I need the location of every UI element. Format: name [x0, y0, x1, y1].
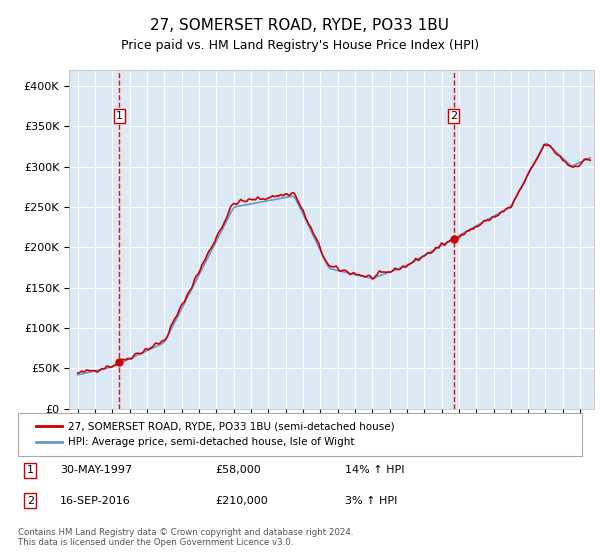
Text: 16-SEP-2016: 16-SEP-2016 [60, 496, 131, 506]
Text: £58,000: £58,000 [215, 465, 261, 475]
FancyBboxPatch shape [18, 413, 582, 456]
Text: £210,000: £210,000 [215, 496, 268, 506]
Text: 30-MAY-1997: 30-MAY-1997 [60, 465, 133, 475]
Text: 2: 2 [27, 496, 34, 506]
Text: 2: 2 [450, 111, 457, 121]
Text: 1: 1 [27, 465, 34, 475]
Text: 1: 1 [116, 111, 123, 121]
Text: 14% ↑ HPI: 14% ↑ HPI [345, 465, 404, 475]
Text: Price paid vs. HM Land Registry's House Price Index (HPI): Price paid vs. HM Land Registry's House … [121, 39, 479, 53]
Text: 3% ↑ HPI: 3% ↑ HPI [345, 496, 397, 506]
Legend: 27, SOMERSET ROAD, RYDE, PO33 1BU (semi-detached house), HPI: Average price, sem: 27, SOMERSET ROAD, RYDE, PO33 1BU (semi-… [32, 418, 399, 451]
Text: 27, SOMERSET ROAD, RYDE, PO33 1BU: 27, SOMERSET ROAD, RYDE, PO33 1BU [151, 18, 449, 32]
Text: Contains HM Land Registry data © Crown copyright and database right 2024.
This d: Contains HM Land Registry data © Crown c… [18, 528, 353, 547]
